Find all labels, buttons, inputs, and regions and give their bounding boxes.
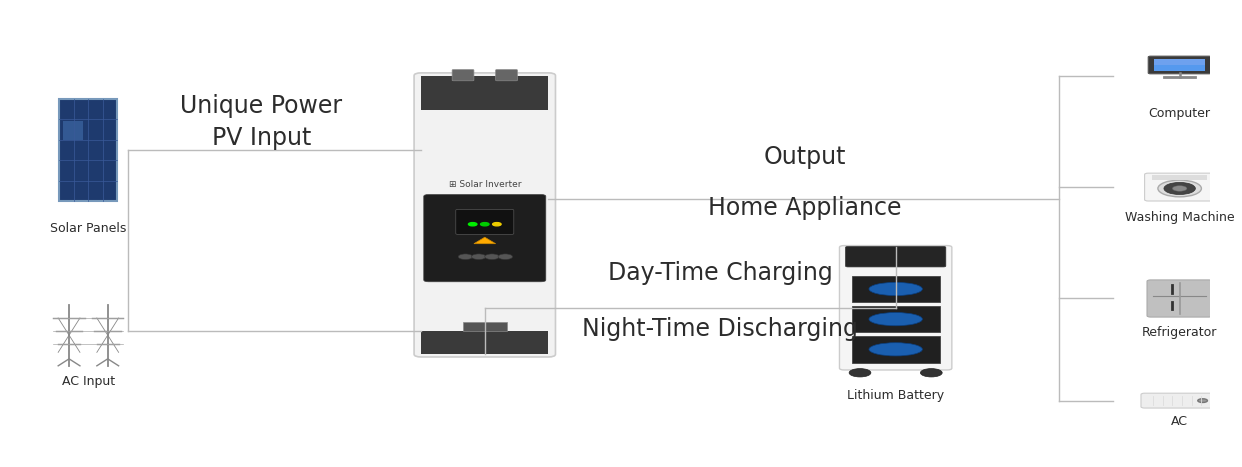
- Ellipse shape: [869, 343, 923, 356]
- Circle shape: [1172, 186, 1187, 191]
- FancyBboxPatch shape: [852, 306, 940, 333]
- Text: Lithium Battery: Lithium Battery: [847, 389, 944, 402]
- Circle shape: [481, 223, 489, 226]
- FancyBboxPatch shape: [60, 99, 118, 201]
- Circle shape: [498, 254, 513, 260]
- FancyBboxPatch shape: [456, 209, 514, 234]
- FancyBboxPatch shape: [421, 331, 548, 354]
- Circle shape: [920, 368, 943, 377]
- Circle shape: [1197, 399, 1207, 403]
- FancyBboxPatch shape: [424, 194, 545, 282]
- Text: Refrigerator: Refrigerator: [1141, 326, 1217, 340]
- Text: Solar Panels: Solar Panels: [50, 222, 127, 235]
- Ellipse shape: [869, 312, 923, 326]
- Circle shape: [1158, 180, 1201, 197]
- Text: Washing Machine: Washing Machine: [1125, 211, 1235, 224]
- FancyBboxPatch shape: [1148, 280, 1212, 317]
- Circle shape: [850, 368, 871, 377]
- Circle shape: [472, 254, 486, 260]
- Circle shape: [484, 254, 499, 260]
- FancyBboxPatch shape: [452, 70, 474, 81]
- Text: Day-Time Charging: Day-Time Charging: [609, 261, 833, 285]
- FancyBboxPatch shape: [1141, 393, 1218, 408]
- Text: AC Input: AC Input: [62, 375, 116, 388]
- Circle shape: [458, 254, 473, 260]
- Text: Unique Power
PV Input: Unique Power PV Input: [180, 94, 343, 150]
- Text: Home Appliance: Home Appliance: [708, 196, 902, 220]
- FancyBboxPatch shape: [414, 73, 555, 357]
- FancyBboxPatch shape: [1149, 56, 1211, 74]
- Circle shape: [1164, 183, 1195, 194]
- Ellipse shape: [869, 283, 923, 296]
- Text: Output: Output: [764, 145, 846, 169]
- FancyBboxPatch shape: [1151, 176, 1207, 180]
- Text: Computer: Computer: [1149, 107, 1211, 120]
- FancyBboxPatch shape: [63, 121, 83, 140]
- Circle shape: [493, 223, 501, 226]
- Text: Night-Time Discharging: Night-Time Discharging: [582, 317, 858, 340]
- FancyBboxPatch shape: [852, 276, 940, 302]
- FancyBboxPatch shape: [1154, 59, 1205, 65]
- FancyBboxPatch shape: [496, 70, 518, 81]
- FancyBboxPatch shape: [1145, 173, 1215, 201]
- FancyBboxPatch shape: [846, 247, 946, 267]
- Polygon shape: [474, 237, 496, 244]
- FancyBboxPatch shape: [1154, 59, 1205, 71]
- Circle shape: [468, 223, 477, 226]
- FancyBboxPatch shape: [421, 76, 548, 111]
- Text: ⊞ Solar Inverter: ⊞ Solar Inverter: [448, 180, 522, 189]
- FancyBboxPatch shape: [463, 322, 507, 331]
- FancyBboxPatch shape: [852, 336, 940, 362]
- Text: AC: AC: [1171, 415, 1189, 428]
- FancyBboxPatch shape: [840, 246, 951, 370]
